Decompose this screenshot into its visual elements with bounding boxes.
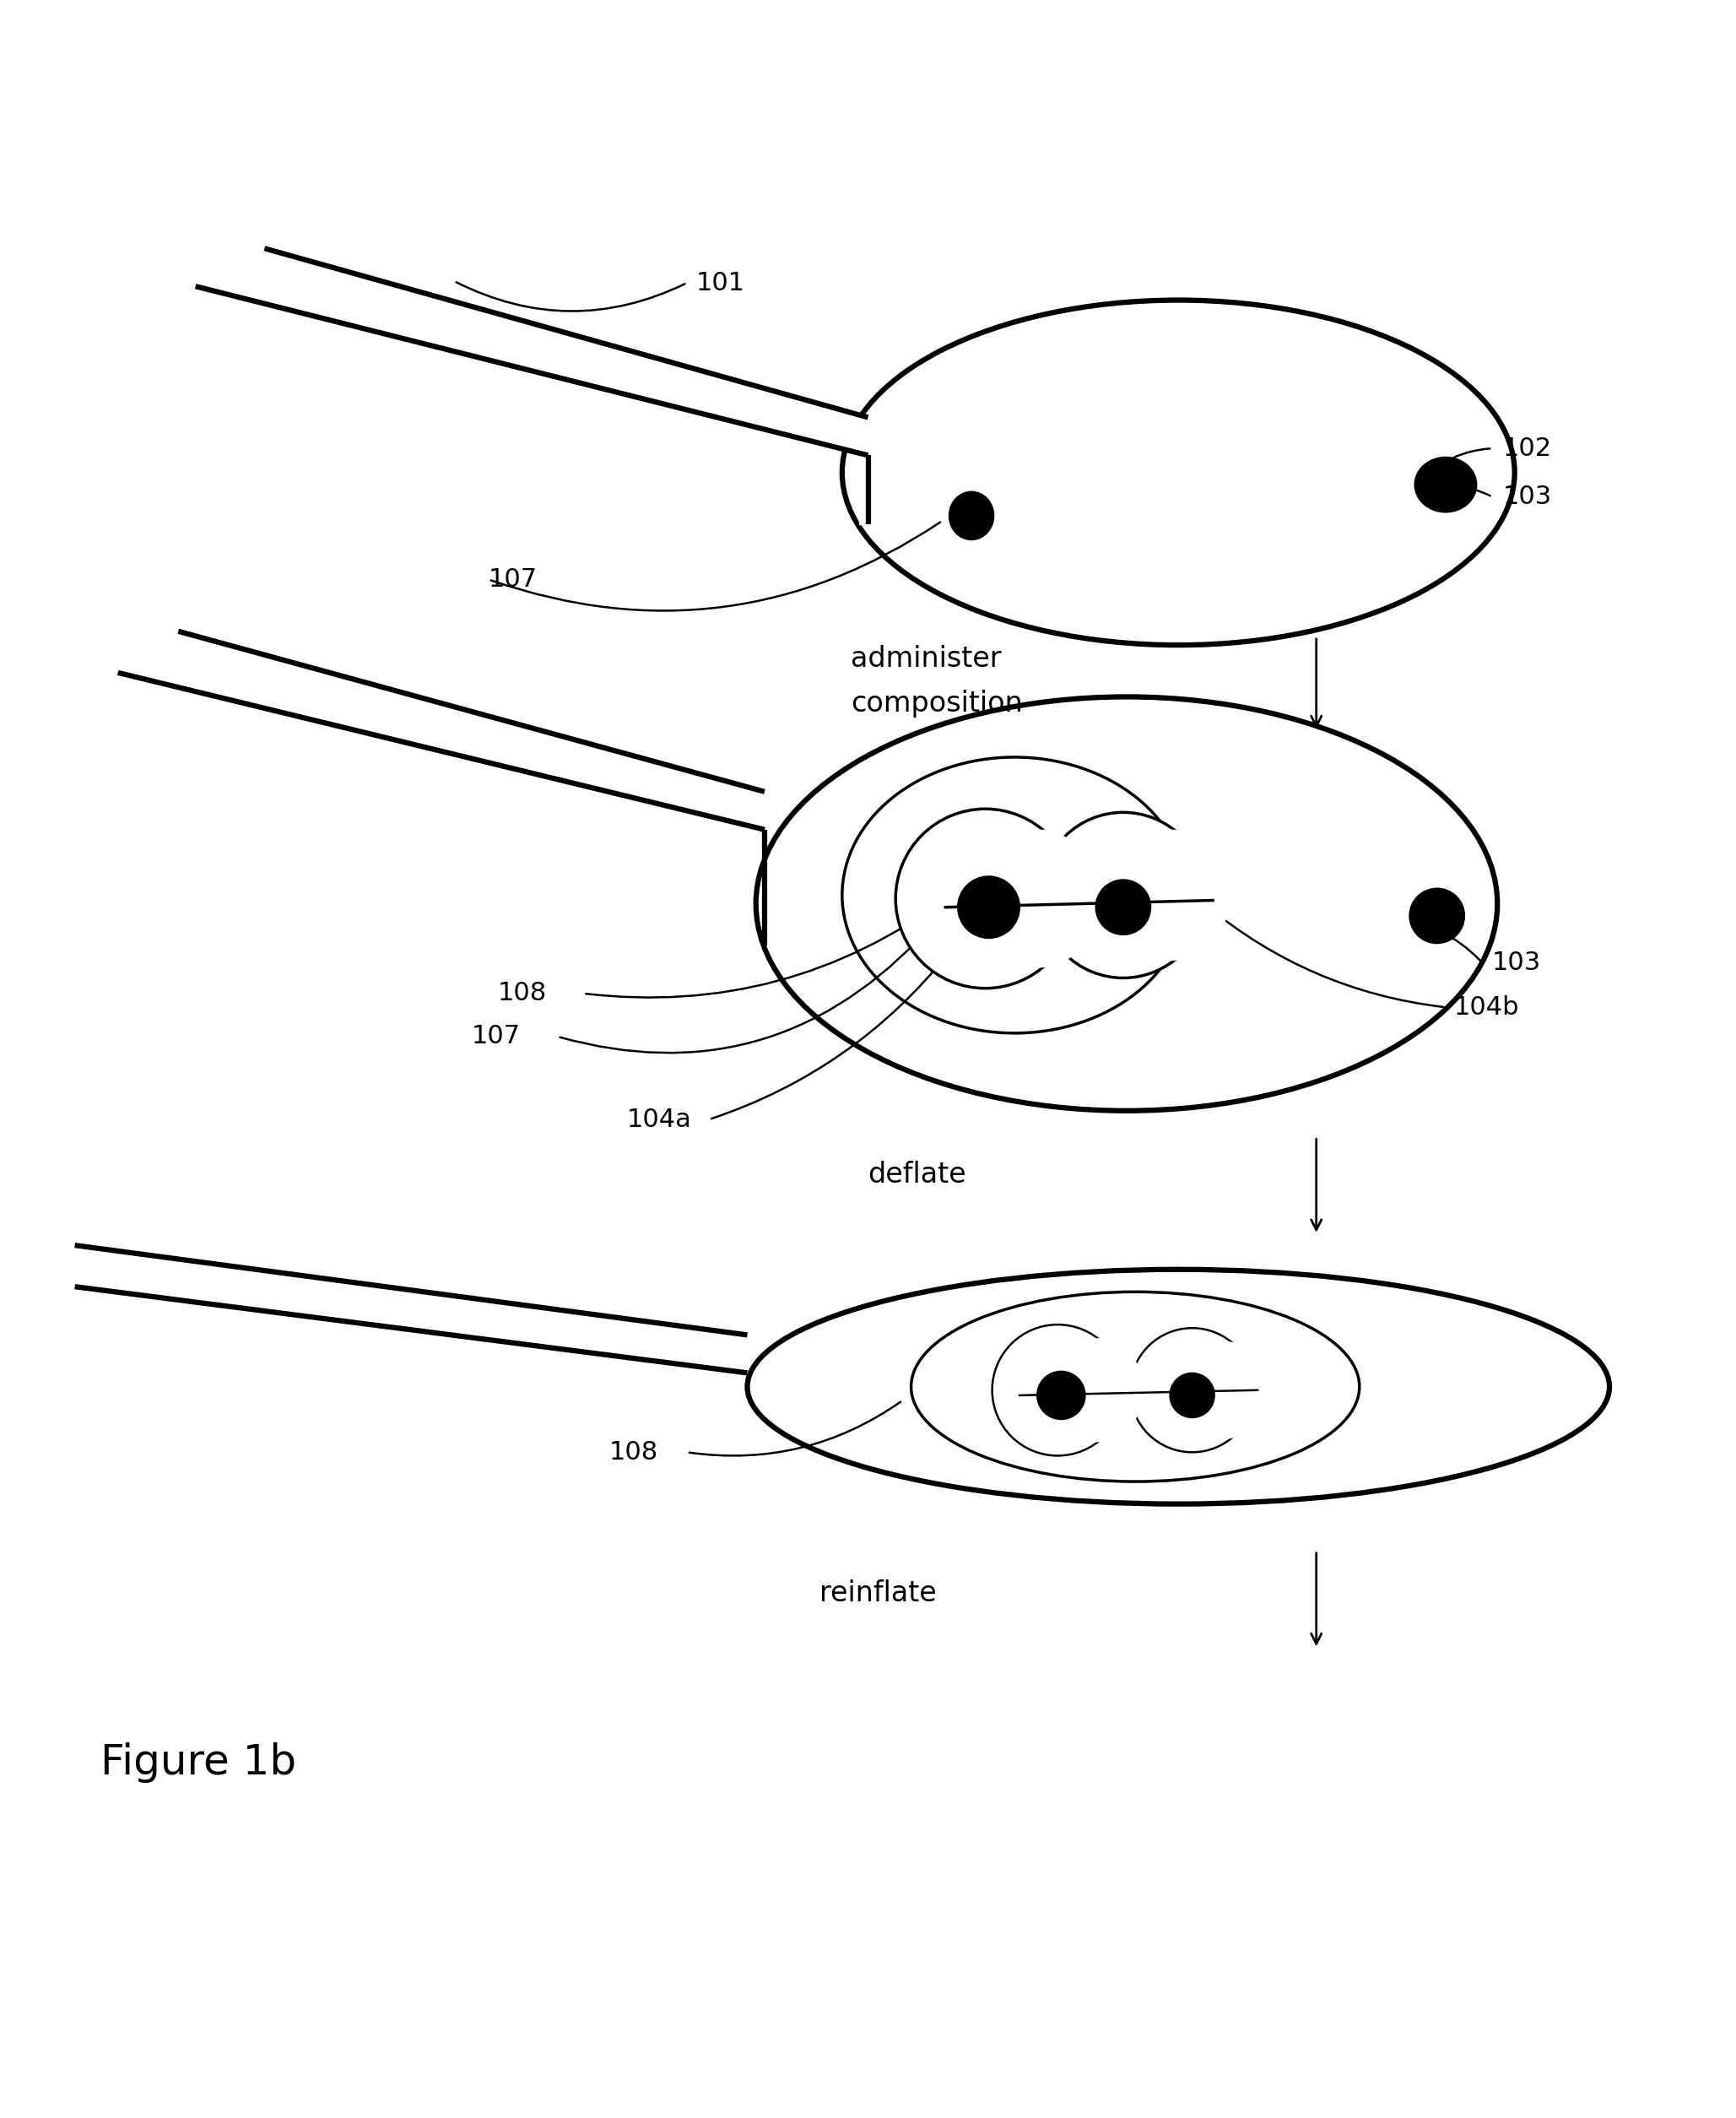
Text: administer: administer xyxy=(851,646,1002,674)
Ellipse shape xyxy=(1410,887,1465,943)
Text: 107: 107 xyxy=(488,568,538,591)
Circle shape xyxy=(993,1324,1123,1455)
Circle shape xyxy=(1175,1343,1271,1438)
Ellipse shape xyxy=(842,301,1514,646)
Ellipse shape xyxy=(1170,1372,1215,1417)
Text: 102: 102 xyxy=(1503,436,1552,462)
Text: Figure 1b: Figure 1b xyxy=(101,1743,297,1783)
Text: 107: 107 xyxy=(472,1025,521,1048)
Ellipse shape xyxy=(1095,879,1151,934)
Text: composition: composition xyxy=(851,690,1023,718)
Polygon shape xyxy=(859,455,877,525)
Text: 103: 103 xyxy=(1503,485,1552,508)
Circle shape xyxy=(1040,813,1207,979)
Circle shape xyxy=(1130,1328,1253,1453)
Circle shape xyxy=(1040,1339,1144,1442)
Polygon shape xyxy=(118,631,764,830)
Text: reinflate: reinflate xyxy=(819,1580,937,1608)
Text: deflate: deflate xyxy=(868,1161,967,1188)
Circle shape xyxy=(896,809,1075,989)
Polygon shape xyxy=(75,1245,746,1372)
Ellipse shape xyxy=(746,1269,1609,1504)
Ellipse shape xyxy=(1036,1370,1085,1419)
Circle shape xyxy=(965,830,1102,968)
Circle shape xyxy=(1099,830,1231,962)
Ellipse shape xyxy=(911,1292,1359,1483)
Text: 104a: 104a xyxy=(627,1108,691,1131)
Ellipse shape xyxy=(950,491,995,540)
Text: 101: 101 xyxy=(696,271,745,294)
Text: 108: 108 xyxy=(609,1440,658,1464)
Text: 103: 103 xyxy=(1493,951,1542,974)
Ellipse shape xyxy=(755,697,1498,1110)
Text: 108: 108 xyxy=(496,981,547,1006)
Polygon shape xyxy=(196,248,868,455)
Ellipse shape xyxy=(842,756,1187,1034)
Ellipse shape xyxy=(1415,457,1477,513)
Ellipse shape xyxy=(958,877,1019,938)
Text: 104b: 104b xyxy=(1455,995,1519,1019)
